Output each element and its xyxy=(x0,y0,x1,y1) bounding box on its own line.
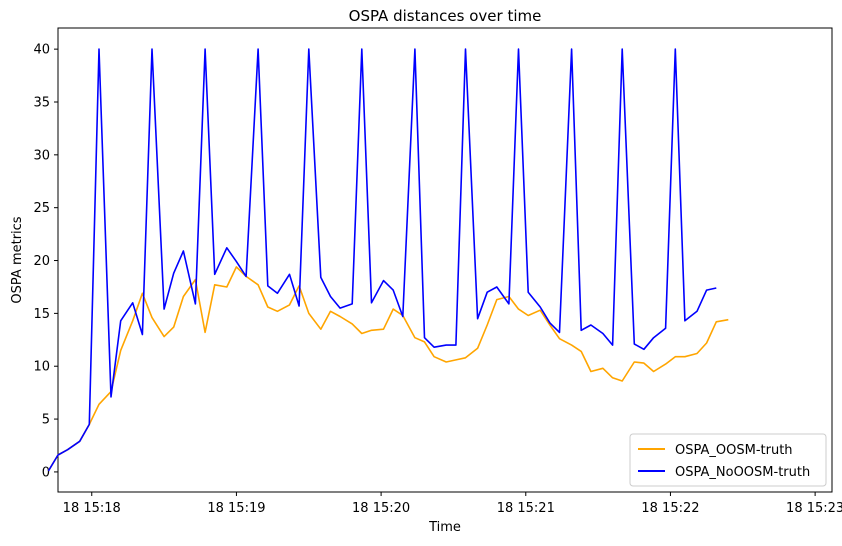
x-axis: 18 15:18 18 15:19 18 15:20 18 15:21 18 15:22… xyxy=(63,492,842,516)
y-tick-label: 35 xyxy=(33,95,50,110)
x-axis-title: Time xyxy=(428,520,461,535)
y-tick-label: 0 xyxy=(42,465,50,480)
legend-box xyxy=(629,433,827,487)
series-line-nooosm xyxy=(47,48,717,472)
x-tick-label: 18 15:20 xyxy=(352,501,410,516)
plot-area-frame xyxy=(57,27,833,493)
y-axis-title: OSPA metrics xyxy=(10,216,25,303)
x-tick-label: 18 15:23 xyxy=(786,501,842,516)
y-axis: 0 5 10 15 20 25 30 35 40 xyxy=(33,43,58,480)
legend: OSPA_OOSM-truth OSPA_NoOOSM-truth xyxy=(629,433,827,487)
chart-title: OSPA distances over time xyxy=(349,7,542,25)
series-line-oosm xyxy=(47,266,729,472)
series-layer xyxy=(47,48,729,472)
y-tick-label: 40 xyxy=(33,43,50,58)
y-tick-label: 5 xyxy=(42,413,50,428)
y-tick-label: 30 xyxy=(33,148,50,163)
y-tick-label: 25 xyxy=(33,201,50,216)
y-tick-label: 15 xyxy=(33,307,50,322)
legend-label-oosm: OSPA_OOSM-truth xyxy=(675,443,793,458)
x-tick-label: 18 15:22 xyxy=(641,501,699,516)
x-tick-label: 18 15:21 xyxy=(497,501,555,516)
y-tick-label: 10 xyxy=(33,360,50,375)
x-tick-label: 18 15:18 xyxy=(63,501,121,516)
y-tick-label: 20 xyxy=(33,254,50,269)
x-tick-label: 18 15:19 xyxy=(207,501,265,516)
legend-label-nooosm: OSPA_NoOOSM-truth xyxy=(675,465,810,480)
